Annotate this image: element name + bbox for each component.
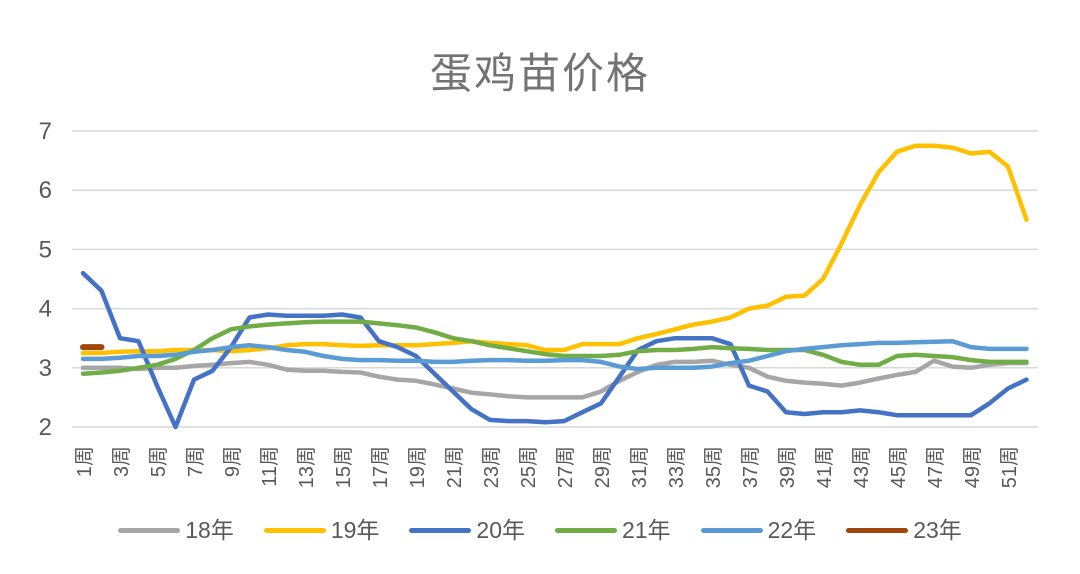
y-tick-label: 6 xyxy=(39,177,52,204)
x-tick-label: 25周 xyxy=(518,446,540,488)
x-tick-label: 13周 xyxy=(296,446,318,488)
legend-label-20: 20年 xyxy=(476,516,525,543)
x-tick-label: 37周 xyxy=(740,446,762,488)
chart-title: 蛋鸡苗价格 xyxy=(429,49,650,98)
x-tick-label: 3周 xyxy=(111,446,133,477)
x-tick-label: 5周 xyxy=(148,446,170,477)
series-line-21 xyxy=(80,319,1029,376)
x-tick-label: 33周 xyxy=(666,446,688,488)
x-tick-label: 45周 xyxy=(888,446,910,488)
x-tick-label: 1周 xyxy=(74,446,96,477)
series-line-20 xyxy=(80,270,1029,430)
legend-swatch-22 xyxy=(700,527,763,533)
x-tick-label: 47周 xyxy=(925,446,947,488)
x-tick-label: 21周 xyxy=(444,446,466,488)
legend-swatch-23 xyxy=(846,527,909,533)
legend-label-23: 23年 xyxy=(913,516,962,543)
legend-item-23: 23年 xyxy=(846,516,962,543)
legend-label-21: 21年 xyxy=(622,516,671,543)
x-tick-label: 49周 xyxy=(962,446,984,488)
legend-swatch-19 xyxy=(263,527,326,533)
legend-item-18: 18年 xyxy=(118,516,234,543)
legend-item-19: 19年 xyxy=(263,516,380,543)
legend-swatch-18 xyxy=(118,527,181,533)
x-tick-label: 9周 xyxy=(222,446,244,477)
x-tick-label: 29周 xyxy=(592,446,614,488)
legend-label-22: 22年 xyxy=(767,516,817,543)
legend-item-20: 20年 xyxy=(409,516,525,543)
x-tick-label: 23周 xyxy=(481,446,503,488)
legend-swatch-21 xyxy=(555,527,617,533)
y-tick-label: 7 xyxy=(39,118,52,145)
x-tick-label: 35周 xyxy=(703,446,725,488)
x-tick-label: 19周 xyxy=(407,446,429,488)
x-tick-label: 7周 xyxy=(185,446,207,477)
legend-label-19: 19年 xyxy=(330,516,380,543)
y-tick-label: 2 xyxy=(39,414,52,441)
y-tick-label: 4 xyxy=(39,296,52,323)
x-tick-label: 51周 xyxy=(999,446,1021,488)
legend-label-18: 18年 xyxy=(185,516,234,543)
x-tick-label: 17周 xyxy=(370,446,392,488)
series-line-22 xyxy=(80,338,1029,372)
x-tick-label: 11周 xyxy=(259,446,281,487)
x-tick-label: 31周 xyxy=(629,446,651,488)
x-tick-label: 43周 xyxy=(851,446,873,488)
series-line-18 xyxy=(80,358,1029,400)
legend-swatch-20 xyxy=(409,527,472,533)
series-line-19 xyxy=(80,143,1029,356)
x-tick-label: 39周 xyxy=(777,446,799,488)
x-tick-label: 27周 xyxy=(555,446,577,488)
x-tick-label: 15周 xyxy=(333,446,355,488)
y-tick-label: 3 xyxy=(39,355,52,382)
y-tick-label: 5 xyxy=(39,236,52,263)
legend-item-21: 21年 xyxy=(555,516,671,543)
x-tick-label: 41周 xyxy=(814,446,836,488)
legend: 18年 19年 20年 21年 22年 23年 xyxy=(0,508,1080,552)
legend-item-22: 22年 xyxy=(700,516,817,543)
